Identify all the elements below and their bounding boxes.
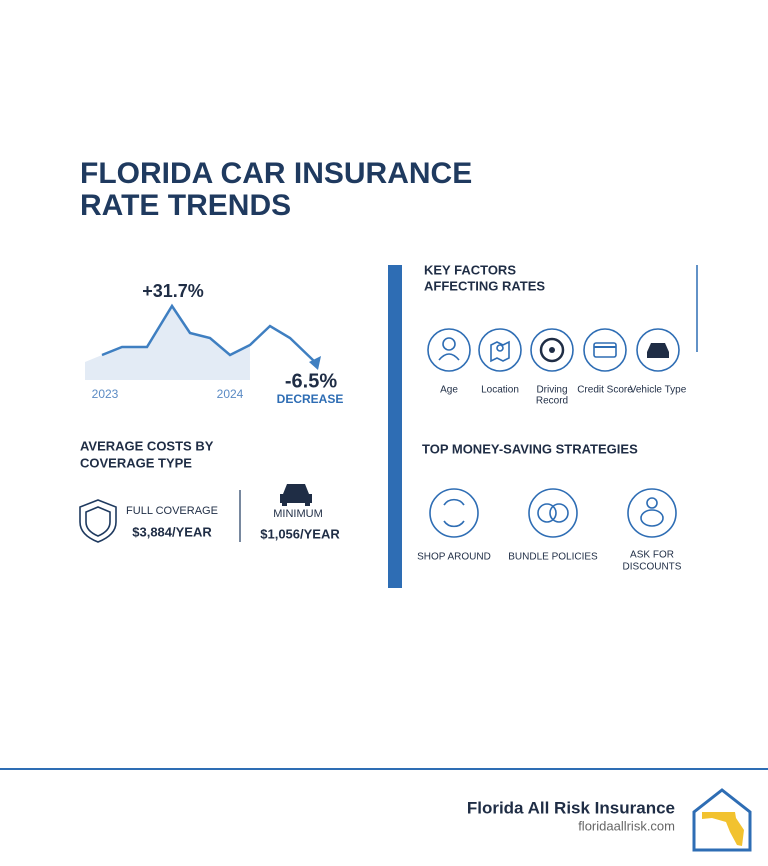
factor-label: Vehicle Type <box>630 385 687 396</box>
strategy-icons <box>429 488 677 538</box>
trend-sparkline <box>85 303 321 380</box>
factor-icons <box>427 328 680 372</box>
shield-icon <box>79 499 117 543</box>
factor-label: Record <box>536 396 568 407</box>
end-year: 2024 <box>217 387 244 401</box>
cost-value: $1,056/YEAR <box>260 526 340 541</box>
company: Florida All Risk Insurance <box>467 798 675 817</box>
cost-label: MINIMUM <box>273 508 323 520</box>
strategies-heading: TOP MONEY-SAVING STRATEGIES <box>422 441 638 456</box>
increase: +31.7% <box>142 281 204 301</box>
cost-value: $3,884/YEAR <box>132 524 212 539</box>
start-year: 2023 <box>92 387 119 401</box>
factor-label: Credit Score <box>577 385 633 396</box>
decrease: -6.5% <box>285 370 337 392</box>
section-bar <box>388 265 402 588</box>
title: RATE TRENDS <box>80 189 291 222</box>
strategy-label: ASK FOR <box>630 550 674 561</box>
logo <box>692 788 752 852</box>
factors-heading: KEY FACTORS <box>424 262 516 277</box>
strategy-label: DISCOUNTS <box>623 562 682 573</box>
title: FLORIDA CAR INSURANCE <box>80 157 472 190</box>
costs-heading: AVERAGE COSTS BY <box>80 438 214 453</box>
factor-label: Driving <box>536 385 567 396</box>
cost-label: FULL COVERAGE <box>126 505 218 517</box>
factor-label: Age <box>440 385 458 396</box>
car-icon <box>280 484 312 506</box>
costs-heading: COVERAGE TYPE <box>80 455 192 470</box>
url: floridaallrisk.com <box>578 818 675 833</box>
factor-label: Location <box>481 385 519 396</box>
strategy-label: BUNDLE POLICIES <box>508 552 598 563</box>
factors-heading: AFFECTING RATES <box>424 278 545 293</box>
strategy-label: SHOP AROUND <box>417 552 491 563</box>
decrease-label: DECREASE <box>277 392 344 406</box>
